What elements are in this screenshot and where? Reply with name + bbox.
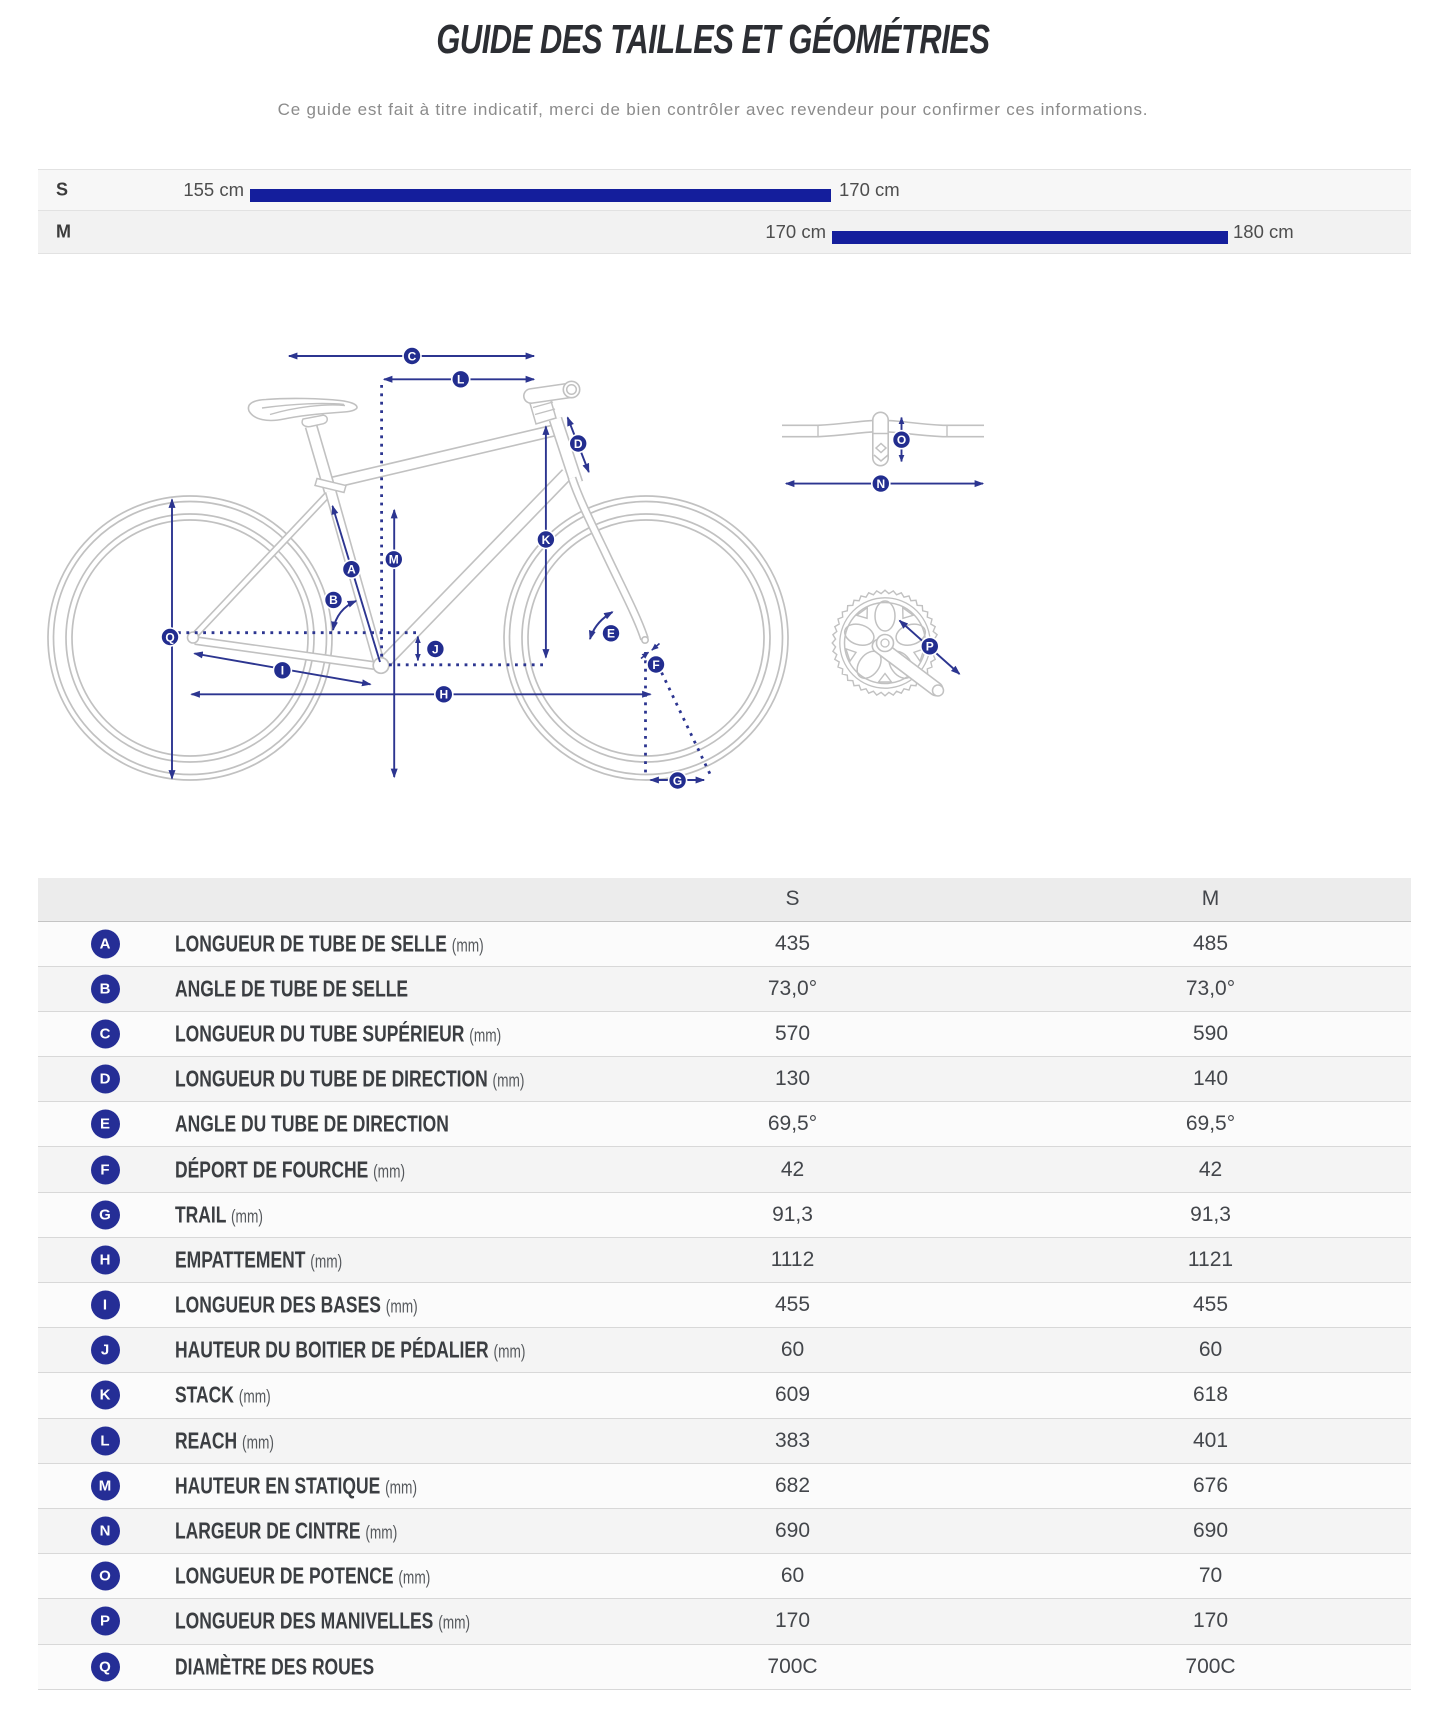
svg-text:A: A [347,562,356,576]
svg-text:B: B [329,593,338,607]
svg-text:D: D [574,437,583,451]
svg-text:K: K [542,533,551,547]
svg-text:Q: Q [165,630,174,644]
svg-text:F: F [652,658,659,672]
svg-text:O: O [897,433,906,447]
svg-text:C: C [408,349,417,363]
svg-text:E: E [607,627,615,641]
svg-text:L: L [457,373,464,387]
svg-text:M: M [389,553,399,567]
svg-text:H: H [439,688,448,702]
svg-text:G: G [673,774,682,788]
svg-text:N: N [876,477,885,491]
svg-text:P: P [926,640,934,654]
svg-text:I: I [281,664,284,678]
svg-text:J: J [432,642,439,656]
